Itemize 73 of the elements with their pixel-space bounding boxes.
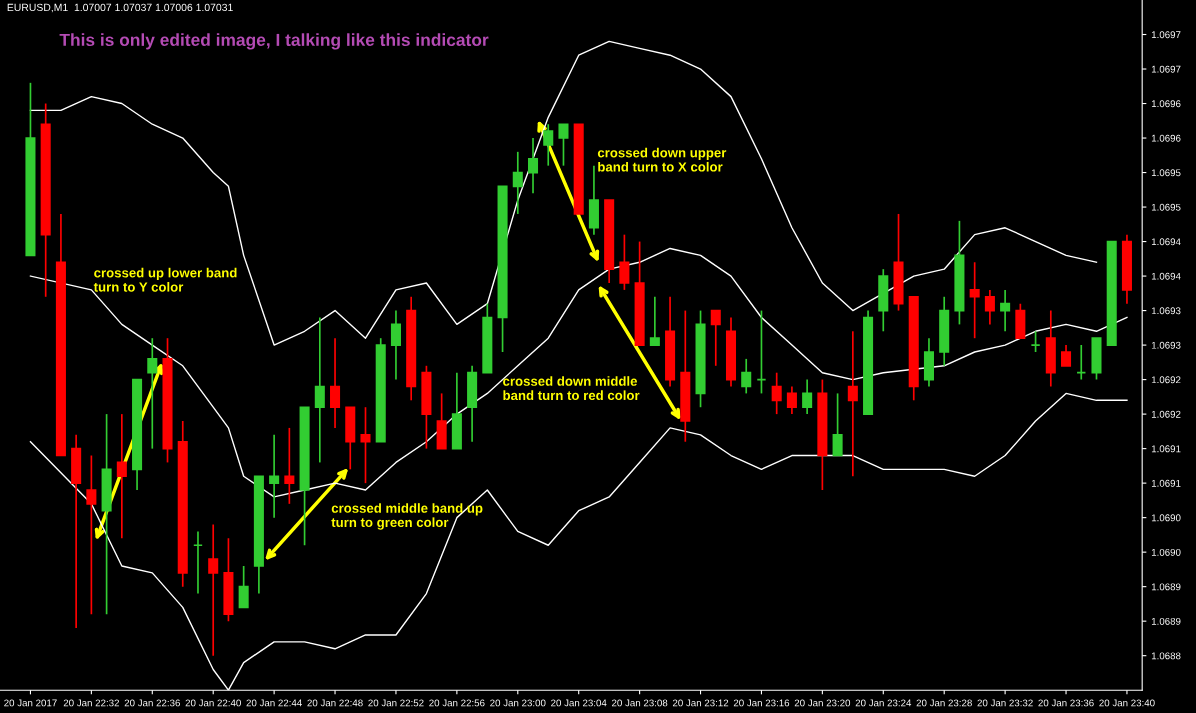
y-tick-label: 1.0689	[1151, 617, 1181, 625]
candlestick	[969, 261, 980, 340]
candlestick	[832, 392, 843, 457]
y-tick-label: 1.0691	[1151, 479, 1181, 487]
y-tick-label: 1.0692	[1151, 376, 1181, 384]
x-tick-label: 20 Jan 23:24	[855, 699, 912, 707]
x-tick-label: 20 Jan 22:36	[124, 699, 180, 707]
x-tick-label: 20 Jan 22:48	[307, 699, 363, 707]
line-series	[29, 247, 1128, 498]
y-tick-label: 1.0690	[1151, 548, 1181, 556]
y-tick-label: 1.0689	[1151, 583, 1181, 591]
annotation: crossed down middle band turn to red color	[503, 376, 640, 401]
candlestick	[284, 427, 295, 505]
candlestick	[649, 295, 660, 346]
candlestick	[710, 309, 721, 367]
annotation: crossed middle band up turn to green color	[331, 503, 483, 530]
y-tick-label: 1.0693	[1151, 341, 1181, 349]
candlestick	[741, 358, 752, 395]
y-tick-label: 1.0693	[1151, 307, 1181, 315]
candlestick	[619, 233, 630, 291]
candlestick	[208, 523, 219, 657]
candlestick	[1000, 289, 1011, 333]
x-tick-label: 20 Jan 22:56	[429, 699, 485, 707]
x-tick-label: 20 Jan 23:20	[794, 699, 851, 707]
x-tick-label: 20 Jan 23:04	[551, 699, 607, 707]
y-tick-label: 1.0694	[1151, 272, 1181, 280]
candlestick	[984, 289, 995, 326]
y-tick-label: 1.0690	[1151, 514, 1181, 522]
candlestick	[802, 378, 813, 415]
y-tick-label: 1.0695	[1151, 203, 1181, 211]
x-tick-label: 20 Jan 22:52	[368, 699, 424, 707]
candlestick	[238, 565, 249, 609]
candlestick	[543, 123, 554, 167]
y-tick-label: 1.0696	[1151, 100, 1181, 108]
candlestick	[269, 433, 280, 519]
y-tick-label: 1.0688	[1151, 652, 1181, 660]
y-tick-label: 1.0694	[1151, 238, 1181, 246]
candlestick	[558, 123, 569, 167]
y-tick-label: 1.0695	[1151, 169, 1181, 177]
candlestick	[847, 330, 858, 478]
candlestick	[390, 309, 401, 381]
y-tick-label: 1.0691	[1151, 445, 1181, 453]
x-tick-label: 20 Jan 22:32	[63, 699, 119, 707]
candlestick	[314, 316, 325, 464]
candlestick	[527, 137, 539, 195]
x-tick-label: 20 Jan 23:36	[1038, 699, 1094, 707]
x-tick-label: 20 Jan 23:32	[977, 699, 1033, 707]
annotation: crossed down upper band turn to X color	[597, 147, 727, 172]
candlestick	[771, 371, 782, 415]
y-tick-label: 1.0697	[1151, 65, 1181, 73]
candlestick	[330, 337, 341, 429]
x-tick-label: 20 Jan 2017	[4, 699, 57, 707]
candlestick	[116, 413, 127, 540]
x-tick-label: 20 Jan 23:12	[672, 699, 729, 707]
candlestick	[512, 151, 523, 215]
x-tick-label: 20 Jan 23:08	[612, 699, 668, 707]
x-tick-label: 20 Jan 23:16	[733, 699, 790, 707]
y-tick-label: 1.0697	[1151, 31, 1181, 39]
x-tick-label: 20 Jan 23:28	[916, 699, 972, 707]
candlestick	[147, 337, 158, 450]
y-tick-label: 1.0692	[1151, 410, 1181, 418]
candlestick	[786, 385, 797, 415]
y-tick-label: 1.0696	[1151, 134, 1181, 142]
annotation: crossed up lower band turn to Y color	[93, 267, 237, 292]
x-tick-label: 20 Jan 23:00	[490, 699, 546, 707]
x-tick-label: 20 Jan 23:40	[1099, 699, 1155, 707]
x-tick-label: 20 Jan 22:44	[246, 699, 302, 707]
x-tick-label: 20 Jan 22:40	[185, 699, 241, 707]
candlestick	[1061, 344, 1072, 367]
candlestick	[86, 454, 97, 616]
candlestick	[360, 406, 371, 484]
chart-title: EURUSD,M1 1.07007 1.07037 1.07006 1.07031	[7, 3, 233, 13]
text: This is only edited image, I talking like this indicator	[59, 33, 489, 50]
